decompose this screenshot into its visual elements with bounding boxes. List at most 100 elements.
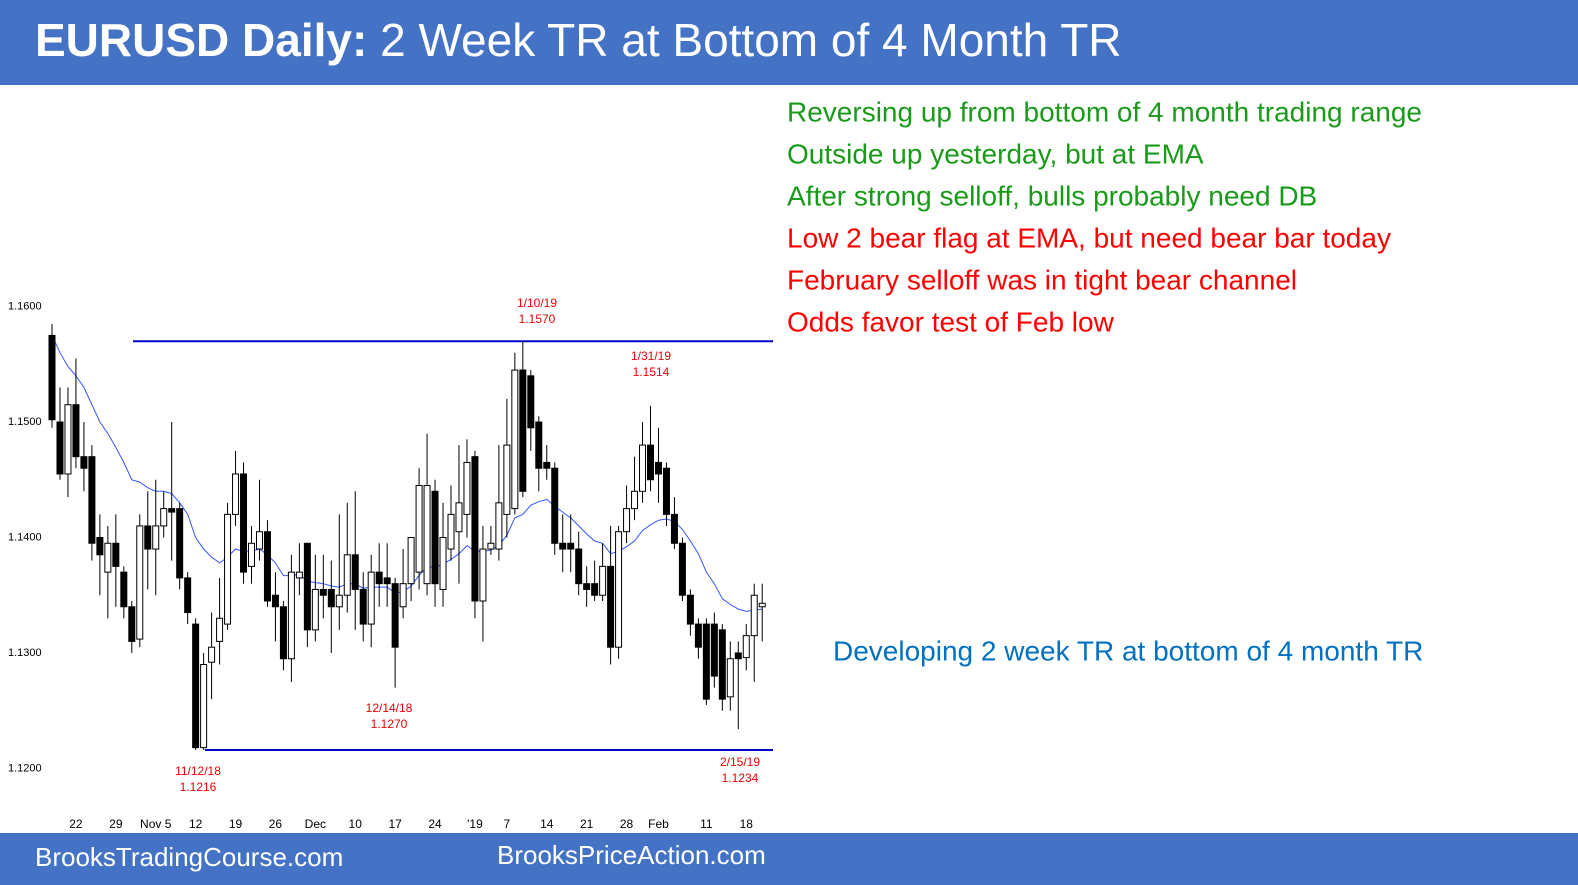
candle-body [535, 421, 543, 469]
candle-body [654, 461, 662, 475]
commentary-line: February selloff was in tight bear chann… [787, 264, 1297, 295]
x-tick-label: 24 [428, 817, 442, 831]
footer-left: BrooksTradingCourse.com [35, 842, 343, 872]
annotation-date: 12/14/18 [366, 701, 413, 715]
candle-body [694, 623, 702, 648]
candle-body [232, 473, 240, 515]
candle-body [710, 623, 718, 677]
candle-body [48, 334, 56, 421]
annotation-date: 2/15/19 [720, 755, 760, 769]
candle-body [567, 542, 575, 550]
candle-body [495, 502, 503, 550]
x-tick-label: 22 [69, 817, 83, 831]
candle-body [240, 473, 248, 573]
footer-right: BrooksPriceAction.com [497, 840, 766, 870]
candle-body [631, 490, 639, 510]
candle-body [718, 629, 726, 700]
candle-body [431, 490, 439, 585]
candle-body [271, 594, 279, 608]
candle-body [511, 369, 519, 510]
commentary-line: Odds favor test of Feb low [787, 306, 1115, 337]
candle-body [415, 485, 423, 573]
candle-body [623, 508, 631, 533]
candle-body [662, 467, 670, 515]
candle-body [120, 571, 128, 608]
candle-body [64, 404, 72, 475]
footer-bar [0, 833, 1578, 885]
title: EURUSD Daily: 2 Week TR at Bottom of 4 M… [35, 14, 1122, 66]
candle-body [455, 502, 463, 533]
candle-body [168, 508, 176, 513]
candle-body [726, 658, 734, 698]
commentary-line: Reversing up from bottom of 4 month trad… [787, 96, 1422, 127]
candle-body [144, 525, 152, 550]
candle-body [639, 444, 647, 492]
candle-body [750, 594, 758, 637]
candle-body [351, 554, 359, 590]
x-tick-label: 14 [540, 817, 554, 831]
candle-body [607, 565, 615, 648]
annotation-price: 1.1234 [722, 771, 759, 785]
x-tick-label: Feb [648, 817, 669, 831]
title-bold: EURUSD Daily: [35, 14, 367, 66]
candle-body [128, 606, 136, 642]
candle-body [479, 548, 487, 602]
candle-body [463, 461, 471, 515]
candle-body [104, 542, 112, 573]
candle-body [503, 444, 511, 515]
x-tick-label: 17 [388, 817, 402, 831]
candle-body [72, 404, 80, 458]
x-tick-label: 18 [740, 817, 754, 831]
x-tick-label: 19 [229, 817, 243, 831]
candle-body [702, 623, 710, 700]
candle-body [295, 571, 303, 579]
candle-body [591, 583, 599, 596]
candle-body [758, 602, 766, 608]
candle-body [407, 536, 415, 585]
annotation-date: 1/10/19 [517, 296, 557, 310]
candle-body [224, 513, 232, 625]
candle-body [686, 594, 694, 625]
x-tick-label: Nov 5 [140, 817, 172, 831]
x-tick-label: Dec [305, 817, 326, 831]
x-tick-label: 21 [580, 817, 594, 831]
annotation-date: 1/31/19 [631, 349, 671, 363]
candle-body [471, 456, 479, 602]
ema-line [51, 335, 763, 612]
candle-body [423, 485, 431, 585]
candle-body [279, 606, 287, 660]
candle-body [678, 542, 686, 596]
side-note: Developing 2 week TR at bottom of 4 mont… [833, 635, 1423, 666]
x-tick-label: '19 [467, 817, 483, 831]
candle-body [152, 525, 160, 550]
candle-body [176, 508, 184, 579]
candle-body [136, 525, 144, 640]
title-rest: 2 Week TR at Bottom of 4 Month TR [380, 14, 1121, 66]
candle-body [583, 583, 591, 590]
candle-body [575, 548, 583, 585]
candle-body [375, 571, 383, 585]
candle-body [615, 531, 623, 648]
y-tick-label: 1.1300 [8, 647, 42, 659]
annotation-price: 1.1514 [633, 365, 670, 379]
candle-body [192, 623, 200, 749]
candle-body [487, 542, 495, 550]
x-tick-label: 28 [620, 817, 634, 831]
candle-body [263, 531, 271, 602]
candle-body [383, 577, 391, 585]
candle-body [248, 542, 255, 567]
commentary-line: Outside up yesterday, but at EMA [787, 138, 1204, 169]
x-tick-label: 10 [349, 817, 363, 831]
header-bar [0, 0, 1578, 85]
candle-body [200, 664, 208, 749]
candle-body [391, 583, 399, 648]
candle-body [551, 467, 559, 544]
y-tick-label: 1.1200 [8, 762, 42, 774]
candle-body [208, 646, 216, 663]
annotation-price: 1.1570 [519, 312, 556, 326]
commentary-line: Low 2 bear flag at EMA, but need bear ba… [787, 222, 1391, 253]
candle-body [303, 542, 311, 631]
annotation-price: 1.1270 [371, 717, 408, 731]
commentary-line: After strong selloff, bulls probably nee… [787, 180, 1317, 211]
candle-body [742, 635, 750, 659]
